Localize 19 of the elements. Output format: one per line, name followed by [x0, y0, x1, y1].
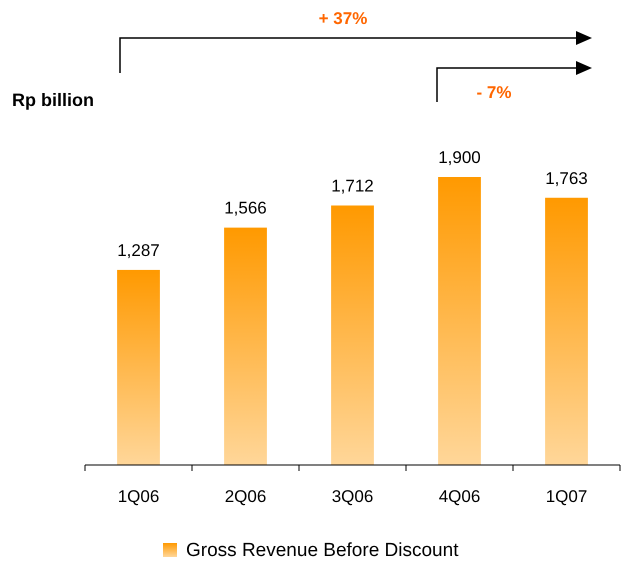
data-label: 1,566 [224, 198, 267, 218]
y-axis-title: Rp billion [12, 90, 94, 110]
x-tick-label: 2Q06 [224, 487, 266, 506]
data-label: 1,763 [545, 168, 588, 188]
bar [224, 228, 267, 465]
x-tick-label: 4Q06 [438, 487, 480, 506]
data-label: 1,900 [438, 148, 481, 167]
x-tick-label: 3Q06 [332, 487, 374, 506]
bar [438, 177, 481, 465]
data-label: 1,287 [117, 240, 160, 260]
bar [117, 270, 160, 465]
x-tick-label: 1Q06 [118, 487, 160, 506]
data-label: 1,712 [331, 176, 374, 196]
bar [331, 205, 374, 465]
text: + 37% [318, 9, 368, 28]
x-tick-label: 1Q07 [546, 487, 588, 506]
text: - 7% [476, 83, 512, 102]
legend-label: Gross Revenue Before Discount [186, 540, 460, 561]
bar [545, 198, 588, 465]
